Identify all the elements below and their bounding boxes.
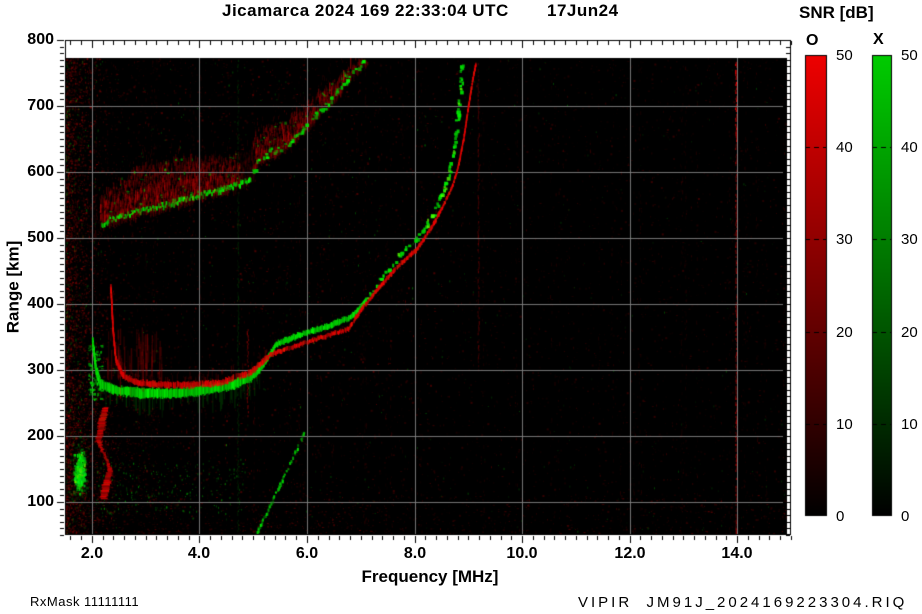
y-tick-label: 700 — [27, 97, 54, 114]
x-colorbar-tick-label: 50 — [901, 47, 918, 64]
o-colorbar-tick-label: 10 — [836, 416, 853, 433]
y-tick-label: 300 — [27, 361, 54, 378]
x-tick-label: 6.0 — [295, 545, 319, 562]
y-tick-label: 800 — [27, 31, 54, 48]
o-colorbar-tick-label: 0 — [836, 508, 845, 525]
x-colorbar-tick-label: 20 — [901, 324, 918, 341]
x-tick-label: 12.0 — [614, 545, 646, 562]
x-tick-label: 10.0 — [506, 545, 538, 562]
colorbar-o-mode-label: O — [806, 32, 819, 49]
o-colorbar-tick-label: 40 — [836, 139, 853, 156]
x-tick-label: 8.0 — [403, 545, 427, 562]
y-tick-label: 500 — [27, 229, 54, 246]
y-axis-label: Range [km] — [3, 240, 23, 334]
plot-date: 17Jun24 — [547, 1, 619, 20]
y-tick-label: 100 — [27, 493, 54, 510]
x-tick-label: 4.0 — [187, 545, 211, 562]
x-colorbar-tick-label: 30 — [901, 231, 918, 248]
o-colorbar-tick-label: 20 — [836, 324, 853, 341]
colorbar-x-mode-label: X — [873, 31, 884, 48]
x-tick-label: 2.0 — [80, 545, 104, 562]
rx-mask-text: RxMask 11111111 — [30, 594, 140, 609]
y-tick-label: 200 — [27, 427, 54, 444]
x-axis-label: Frequency [MHz] — [361, 567, 499, 586]
x-colorbar-tick-label: 0 — [901, 508, 910, 525]
data-filename-text: VIPIR JM91J_2024169223304.RIQ — [578, 594, 908, 611]
o-colorbar-tick-label: 50 — [836, 47, 853, 64]
y-tick-label: 400 — [27, 295, 54, 312]
plot-title: Jicamarca 2024 169 22:33:04 UTC — [222, 1, 509, 20]
x-colorbar-tick-label: 40 — [901, 139, 918, 156]
x-tick-label: 14.0 — [721, 545, 753, 562]
colorbar-title: SNR [dB] — [799, 3, 874, 22]
y-tick-label: 600 — [27, 163, 54, 180]
x-colorbar-tick-label: 10 — [901, 416, 918, 433]
o-colorbar-tick-label: 30 — [836, 231, 853, 248]
